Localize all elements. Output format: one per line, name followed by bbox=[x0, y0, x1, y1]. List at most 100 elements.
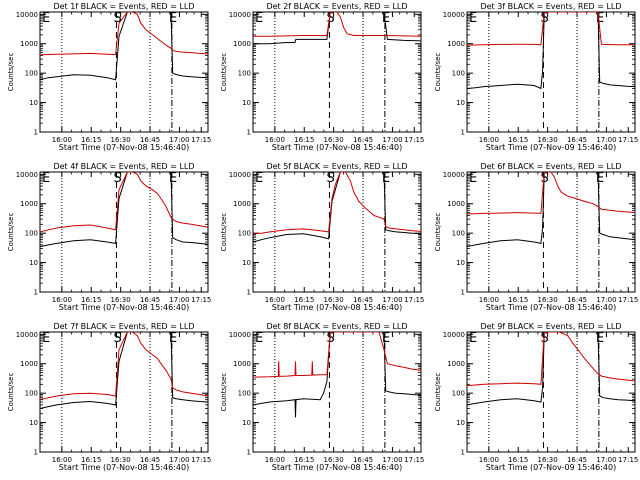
y-axis-label: Counts/sec bbox=[434, 373, 442, 412]
x-tick-label: 17:15 bbox=[404, 296, 424, 304]
panel-title: Det 3f BLACK = Events, RED = LLD bbox=[480, 2, 621, 11]
panel-title: Det 8f BLACK = Events, RED = LLD bbox=[266, 322, 407, 331]
x-tick-label: 16:45 bbox=[140, 136, 160, 144]
x-tick-label: 16:15 bbox=[508, 136, 528, 144]
left-edge-marker-label: E bbox=[42, 331, 50, 346]
panel-9: Det 9f BLACK = Events, RED = LLD 1 10 100 10… bbox=[434, 322, 638, 472]
x-tick-label: 16:00 bbox=[479, 456, 499, 464]
panel-title: Det 6f BLACK = Events, RED = LLD bbox=[480, 162, 621, 171]
panel-title: Det 5f BLACK = Events, RED = LLD bbox=[266, 162, 407, 171]
y-axis-label: Counts/sec bbox=[434, 213, 442, 252]
marker-label-E: E bbox=[169, 11, 177, 26]
panel-title: Det 4f BLACK = Events, RED = LLD bbox=[53, 162, 194, 171]
series-line-lld bbox=[253, 172, 421, 235]
x-tick-label: 17:15 bbox=[618, 136, 638, 144]
panel-3: Det 3f BLACK = Events, RED = LLD 1 10 100 10… bbox=[434, 2, 638, 152]
y-tick-label: 1000 bbox=[20, 200, 38, 208]
y-tick-label: 10000 bbox=[229, 331, 251, 339]
x-tick-label: 16:00 bbox=[479, 296, 499, 304]
panel-6: Det 6f BLACK = Events, RED = LLD 1 10 100 10… bbox=[434, 162, 638, 312]
y-tick-label: 100 bbox=[25, 390, 38, 398]
marker-label-S: S bbox=[326, 331, 334, 346]
x-tick-label: 16:15 bbox=[294, 456, 314, 464]
x-tick-label: 16:45 bbox=[140, 456, 160, 464]
x-tick-label: 17:15 bbox=[191, 456, 211, 464]
y-axis-label: Counts/sec bbox=[220, 373, 228, 412]
y-tick-label: 1000 bbox=[233, 200, 251, 208]
x-tick-label: 17:00 bbox=[596, 136, 616, 144]
x-tick-label: 16:00 bbox=[52, 136, 72, 144]
marker-label-S: S bbox=[326, 171, 334, 186]
y-axis-label: Counts/sec bbox=[7, 53, 15, 92]
left-edge-marker-label: E bbox=[255, 331, 263, 346]
marker-label-E: E bbox=[382, 331, 390, 346]
marker-label-E: E bbox=[169, 331, 177, 346]
y-tick-label: 10 bbox=[242, 99, 251, 107]
y-tick-label: 1000 bbox=[447, 40, 465, 48]
marker-label-S: S bbox=[113, 11, 121, 26]
y-tick-label: 100 bbox=[452, 390, 465, 398]
y-tick-label: 10000 bbox=[443, 11, 465, 19]
x-tick-label: 17:00 bbox=[596, 456, 616, 464]
plot-frame bbox=[39, 171, 209, 293]
plot-frame bbox=[39, 331, 209, 453]
x-tick-label: 17:00 bbox=[382, 136, 402, 144]
plot-frame bbox=[39, 11, 209, 133]
x-tick-label: 16:45 bbox=[353, 136, 373, 144]
x-tick-label: 16:15 bbox=[508, 456, 528, 464]
y-tick-label: 10 bbox=[242, 259, 251, 267]
y-tick-label: 100 bbox=[25, 70, 38, 78]
marker-label-E: E bbox=[382, 171, 390, 186]
x-tick-label: 16:45 bbox=[140, 296, 160, 304]
left-edge-marker-label: E bbox=[469, 331, 477, 346]
x-tick-label: 16:30 bbox=[111, 136, 131, 144]
x-axis-label: Start Time (07-Nov-08 15:46:40) bbox=[486, 303, 616, 312]
panel-7: Det 7f BLACK = Events, RED = LLD 1 10 100 10… bbox=[7, 322, 211, 472]
y-tick-label: 100 bbox=[452, 70, 465, 78]
y-tick-label: 1 bbox=[461, 289, 465, 297]
left-edge-marker-label: E bbox=[469, 11, 477, 26]
plot-frame bbox=[466, 331, 636, 453]
left-edge-marker-label: E bbox=[42, 11, 50, 26]
x-tick-label: 16:15 bbox=[294, 296, 314, 304]
series-line-events bbox=[467, 172, 635, 248]
y-axis-label: Counts/sec bbox=[7, 213, 15, 252]
x-tick-label: 16:00 bbox=[265, 456, 285, 464]
x-axis-label: Start Time (07-Nov-09 15:46:40) bbox=[486, 143, 616, 152]
series-line-lld bbox=[253, 332, 421, 378]
x-tick-label: 16:15 bbox=[81, 136, 101, 144]
panel-4: Det 4f BLACK = Events, RED = LLD 1 10 100 10… bbox=[7, 162, 211, 312]
x-tick-label: 16:00 bbox=[52, 456, 72, 464]
x-tick-label: 17:00 bbox=[596, 296, 616, 304]
series-line-lld bbox=[40, 172, 208, 233]
plot-frame bbox=[252, 11, 422, 133]
x-tick-label: 16:15 bbox=[294, 136, 314, 144]
left-edge-marker-label: E bbox=[469, 171, 477, 186]
x-tick-label: 16:00 bbox=[52, 296, 72, 304]
y-tick-label: 1000 bbox=[233, 360, 251, 368]
y-tick-label: 10 bbox=[29, 99, 38, 107]
y-axis-label: Counts/sec bbox=[434, 53, 442, 92]
plot-frame bbox=[252, 331, 422, 453]
x-tick-label: 17:00 bbox=[382, 456, 402, 464]
series-line-events bbox=[467, 12, 635, 90]
x-tick-label: 16:45 bbox=[353, 456, 373, 464]
x-tick-label: 17:00 bbox=[169, 296, 189, 304]
y-tick-label: 10000 bbox=[229, 171, 251, 179]
x-tick-label: 16:45 bbox=[567, 136, 587, 144]
marker-label-S: S bbox=[326, 11, 334, 26]
x-tick-label: 17:00 bbox=[169, 136, 189, 144]
y-tick-label: 1 bbox=[461, 129, 465, 137]
series-line-events bbox=[253, 172, 421, 243]
y-tick-label: 10000 bbox=[16, 331, 38, 339]
left-edge-marker-label: E bbox=[255, 11, 263, 26]
x-tick-label: 16:30 bbox=[538, 456, 558, 464]
x-axis-label: Start Time (07-Nov-08 15:46:40) bbox=[59, 463, 189, 472]
y-tick-label: 100 bbox=[238, 390, 251, 398]
x-tick-label: 16:45 bbox=[353, 296, 373, 304]
plot-frame bbox=[252, 171, 422, 293]
series-line-events bbox=[467, 332, 635, 406]
series-line-lld bbox=[40, 332, 208, 401]
marker-label-E: E bbox=[596, 11, 604, 26]
y-tick-label: 1 bbox=[34, 129, 38, 137]
